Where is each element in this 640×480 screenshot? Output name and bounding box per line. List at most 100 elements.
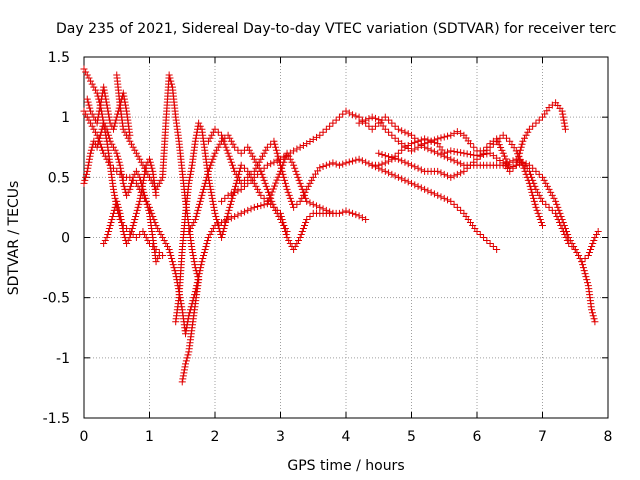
data-point bbox=[193, 270, 201, 278]
data-point bbox=[135, 200, 143, 208]
data-point bbox=[136, 194, 144, 202]
data-point bbox=[227, 158, 235, 166]
data-point bbox=[581, 270, 589, 278]
series-track-n bbox=[185, 131, 291, 235]
data-point bbox=[414, 182, 422, 190]
data-point bbox=[115, 158, 123, 166]
data-point bbox=[535, 170, 543, 178]
data-point bbox=[417, 166, 425, 174]
data-point bbox=[133, 206, 141, 214]
data-point bbox=[237, 185, 245, 193]
data-point bbox=[267, 194, 275, 202]
data-point bbox=[258, 170, 266, 178]
data-point bbox=[447, 147, 455, 155]
data-point bbox=[345, 158, 353, 166]
data-point bbox=[100, 240, 108, 248]
data-point bbox=[120, 230, 128, 238]
data-point bbox=[162, 240, 170, 248]
data-point bbox=[499, 149, 507, 157]
data-point bbox=[365, 115, 373, 123]
data-point bbox=[466, 150, 474, 158]
data-point bbox=[591, 318, 599, 326]
data-point bbox=[83, 113, 91, 121]
data-point bbox=[237, 209, 245, 217]
data-point bbox=[86, 152, 94, 160]
data-point bbox=[391, 122, 399, 130]
data-point bbox=[111, 194, 119, 202]
series-track-h bbox=[368, 135, 602, 266]
data-point bbox=[222, 215, 230, 223]
data-point bbox=[232, 170, 240, 178]
data-point bbox=[271, 140, 279, 148]
data-point bbox=[234, 146, 242, 154]
data-point bbox=[297, 182, 305, 190]
data-point bbox=[290, 147, 298, 155]
data-point bbox=[473, 227, 481, 235]
data-point bbox=[101, 89, 109, 97]
data-point bbox=[206, 134, 214, 142]
data-point bbox=[457, 160, 465, 168]
data-point bbox=[119, 224, 127, 232]
data-point bbox=[522, 170, 530, 178]
data-point bbox=[293, 240, 301, 248]
data-point bbox=[457, 169, 465, 177]
data-point bbox=[349, 157, 357, 165]
data-point bbox=[130, 218, 138, 226]
data-point bbox=[368, 113, 376, 121]
data-point bbox=[234, 173, 242, 181]
data-point bbox=[278, 167, 286, 175]
data-point bbox=[401, 128, 409, 136]
data-point bbox=[580, 267, 588, 275]
data-point bbox=[388, 170, 396, 178]
data-point bbox=[575, 252, 583, 260]
x-tick-label: 0 bbox=[80, 429, 89, 445]
data-point bbox=[259, 173, 267, 181]
data-point bbox=[417, 141, 425, 149]
data-point bbox=[483, 237, 491, 245]
data-point bbox=[535, 212, 543, 220]
data-point bbox=[335, 161, 343, 169]
data-point bbox=[113, 197, 121, 205]
data-point bbox=[195, 203, 203, 211]
data-point bbox=[254, 203, 262, 211]
data-point bbox=[306, 212, 314, 220]
data-point bbox=[430, 136, 438, 144]
data-point bbox=[539, 197, 546, 205]
data-point bbox=[234, 211, 242, 219]
data-point bbox=[247, 176, 255, 184]
data-point bbox=[355, 155, 363, 163]
series-track-d bbox=[172, 119, 370, 326]
data-point bbox=[286, 240, 294, 248]
data-point bbox=[119, 89, 127, 97]
data-point bbox=[103, 125, 111, 133]
data-point bbox=[182, 357, 190, 365]
data-point bbox=[216, 140, 224, 148]
data-point bbox=[185, 176, 193, 184]
data-point bbox=[316, 131, 324, 139]
data-point bbox=[286, 155, 294, 163]
data-point bbox=[113, 149, 121, 157]
data-point bbox=[558, 224, 566, 232]
data-point bbox=[277, 215, 284, 223]
data-point bbox=[109, 209, 117, 217]
data-point bbox=[105, 224, 113, 232]
data-point bbox=[137, 158, 145, 166]
data-point bbox=[281, 224, 289, 232]
data-point bbox=[476, 230, 484, 238]
data-point bbox=[104, 107, 112, 115]
data-point bbox=[497, 143, 505, 151]
data-point bbox=[157, 230, 165, 238]
data-point bbox=[240, 164, 248, 172]
data-point bbox=[83, 71, 91, 79]
data-point bbox=[219, 227, 227, 235]
data-point bbox=[82, 110, 90, 118]
data-point bbox=[139, 227, 147, 235]
data-point bbox=[440, 194, 448, 202]
data-point bbox=[96, 104, 104, 112]
data-point bbox=[522, 131, 530, 139]
data-point bbox=[381, 152, 389, 160]
data-point bbox=[365, 122, 373, 130]
data-point bbox=[355, 212, 363, 220]
data-point bbox=[292, 167, 300, 175]
data-point bbox=[421, 140, 429, 148]
